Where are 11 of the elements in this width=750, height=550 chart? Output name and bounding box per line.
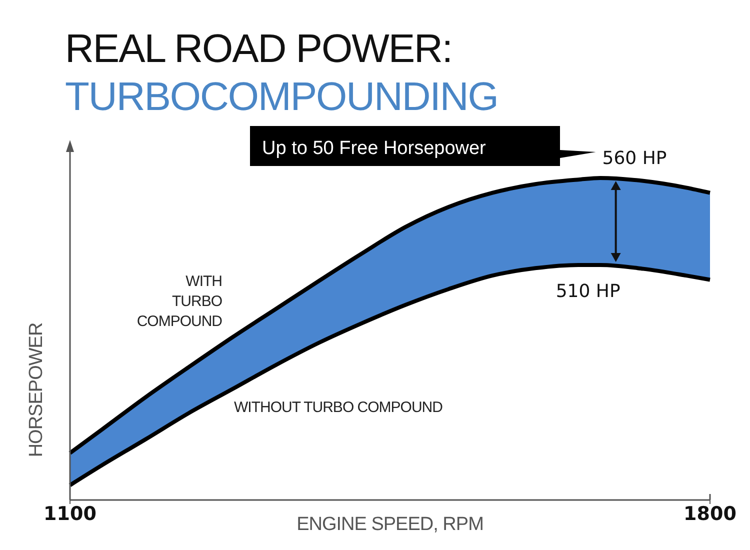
series-label: WITHOUT TURBO COMPOUND — [234, 399, 444, 416]
y-axis-title: HORSEPOWER — [26, 322, 47, 458]
x-axis-title: ENGINE SPEED, RPM — [296, 514, 484, 535]
chart-title: REAL ROAD POWER: — [65, 27, 452, 71]
chart-subtitle: TURBOCOMPOUNDING — [65, 75, 498, 119]
annotation: 560 HP — [602, 148, 667, 169]
text: Up to 50 Free Horsepower — [262, 138, 487, 159]
annotation: 510 HP — [556, 280, 620, 302]
x-tick-label: 1800 — [684, 503, 736, 525]
x-tick-label: 1100 — [44, 503, 96, 525]
series-label: WITH TURBO COMPOUND — [136, 273, 223, 330]
